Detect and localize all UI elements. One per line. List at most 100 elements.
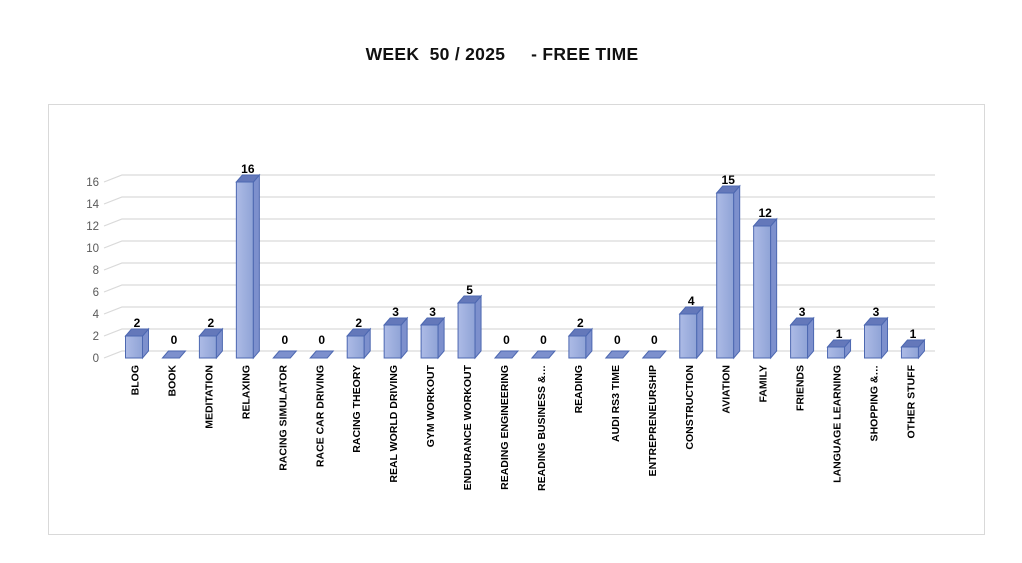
bar-other-stuff: 1 bbox=[900, 327, 926, 360]
bar-audi-rs3-time: 0 bbox=[604, 333, 630, 359]
bar-reading: 2 bbox=[567, 316, 593, 360]
bar-front-face bbox=[568, 335, 587, 359]
x-axis-category-label: AUDI RS3 TIME bbox=[610, 365, 622, 442]
y-axis-tick-label: 16 bbox=[86, 177, 99, 189]
x-axis-category-label: FAMILY bbox=[758, 365, 770, 403]
bar-value-label: 3 bbox=[392, 305, 399, 319]
x-axis-category-label: SHOPPING &… bbox=[869, 365, 881, 441]
bar-front-face bbox=[420, 324, 439, 359]
bar-value-label: 2 bbox=[355, 316, 362, 330]
x-axis-category-label: READING ENGINEERING bbox=[499, 365, 511, 490]
bar-value-label: 15 bbox=[722, 173, 736, 187]
bar-side-face bbox=[252, 173, 260, 360]
x-axis-category-label: ENTREPRENEURSHIP bbox=[647, 365, 659, 476]
bar-language-learning: 1 bbox=[826, 327, 852, 360]
bar-value-label: 16 bbox=[241, 162, 255, 176]
x-axis-category-label: LANGUAGE LEARNING bbox=[832, 365, 844, 483]
y-axis-tick-label: 10 bbox=[86, 243, 99, 255]
y-axis-tick-label: 8 bbox=[93, 265, 99, 277]
bar-front-face bbox=[235, 181, 254, 359]
bar-value-label: 1 bbox=[836, 327, 843, 341]
bar-racing-simulator: 0 bbox=[272, 333, 298, 359]
gridline-2 bbox=[103, 328, 935, 337]
bar-reading-engineering: 0 bbox=[493, 333, 520, 359]
bar-front-face bbox=[679, 313, 698, 359]
bar-construction: 4 bbox=[678, 294, 704, 360]
bar-zero-face bbox=[161, 350, 187, 359]
bar-zero-face bbox=[604, 350, 630, 359]
bar-value-label: 0 bbox=[503, 333, 510, 347]
bar-top-face bbox=[346, 328, 372, 337]
bar-top-face bbox=[235, 174, 261, 183]
bar-value-label: 5 bbox=[466, 283, 473, 297]
bar-value-label: 0 bbox=[171, 333, 178, 347]
bar-front-face bbox=[346, 335, 365, 359]
x-axis-category-label: ENDURANCE WORKOUT bbox=[462, 364, 474, 490]
bar-front-face bbox=[900, 346, 919, 359]
bar-family: 12 bbox=[752, 206, 778, 360]
bar-value-label: 0 bbox=[318, 333, 325, 347]
x-axis-category-label: RACING SIMULATOR bbox=[277, 365, 289, 471]
bar-zero-face bbox=[493, 350, 520, 359]
x-axis-category-label: MEDITATION bbox=[203, 365, 215, 429]
bar-value-label: 2 bbox=[208, 316, 215, 330]
bar-value-label: 2 bbox=[577, 316, 584, 330]
x-axis-category-label: BOOK bbox=[166, 365, 178, 397]
gridline-14 bbox=[103, 196, 935, 205]
bar-friends: 3 bbox=[789, 305, 815, 360]
gridline-16 bbox=[103, 174, 935, 183]
chart-title: WEEK 50 / 2025 - FREE TIME bbox=[365, 44, 639, 64]
bar-zero-face bbox=[309, 350, 335, 359]
bar-front-face bbox=[457, 302, 476, 359]
bar-relaxing: 16 bbox=[235, 162, 261, 360]
bar-real-world-driving: 3 bbox=[383, 305, 409, 360]
x-axis-category-label: OTHER STUFF bbox=[905, 364, 917, 438]
bar-side-face bbox=[770, 217, 778, 360]
bar-top-face bbox=[678, 306, 704, 315]
bar-top-face bbox=[863, 317, 889, 326]
bar-racing-theory: 2 bbox=[346, 316, 372, 360]
bar-value-label: 0 bbox=[651, 333, 658, 347]
bar-top-face bbox=[826, 339, 852, 348]
bar-value-label: 3 bbox=[799, 305, 806, 319]
bar-top-face bbox=[752, 218, 778, 227]
bar-side-face bbox=[474, 294, 482, 360]
x-axis-category-label: CONSTRUCTION bbox=[684, 365, 696, 450]
y-axis-tick-label: 0 bbox=[93, 353, 99, 365]
bar-race-car-driving: 0 bbox=[309, 333, 335, 359]
bar-front-face bbox=[383, 324, 402, 359]
x-axis-category-label: BLOG bbox=[130, 365, 142, 395]
x-axis-category-label: REAL WORLD DRIVING bbox=[388, 365, 400, 483]
x-axis-category-label: RACE CAR DRIVING bbox=[314, 365, 326, 467]
y-axis-tick-label: 4 bbox=[93, 309, 100, 321]
bar-front-face bbox=[753, 225, 772, 359]
bar-endurance-workout: 5 bbox=[456, 283, 483, 360]
gridline-10 bbox=[103, 240, 935, 249]
bar-top-face bbox=[900, 339, 926, 348]
x-axis-category-label: READING BUSINESS &… bbox=[536, 365, 548, 491]
bar-front-face bbox=[827, 346, 846, 359]
chart-area: 0 2 4 6 8 10 12 14 16 2 BLOG 0 BOOK 2 MEDITATION 16 RELA… bbox=[48, 104, 985, 535]
bar-top-face bbox=[124, 328, 150, 337]
bar-side-face bbox=[696, 305, 704, 360]
bar-value-label: 3 bbox=[873, 305, 880, 319]
bar-side-face bbox=[733, 184, 741, 360]
y-axis-tick-label: 12 bbox=[86, 221, 99, 233]
bar-shopping: 3 bbox=[863, 305, 889, 360]
bar-zero-face bbox=[272, 350, 298, 359]
y-axis-tick-label: 14 bbox=[86, 199, 99, 211]
bar-aviation: 15 bbox=[715, 173, 741, 360]
bar-value-label: 2 bbox=[134, 316, 141, 330]
bar-gym-workout: 3 bbox=[420, 305, 446, 360]
bar-top-face bbox=[198, 328, 224, 337]
bar-front-face bbox=[790, 324, 809, 359]
bar-value-label: 0 bbox=[281, 333, 288, 347]
bar-value-label: 1 bbox=[910, 327, 917, 341]
x-axis-category-label: FRIENDS bbox=[795, 365, 807, 411]
bar-chart-plot: 02468101214162BLOG0BOOK2MEDITATION16RELA… bbox=[86, 162, 935, 491]
bar-top-face bbox=[420, 317, 446, 326]
bar-value-label: 4 bbox=[688, 294, 695, 308]
gridline-4 bbox=[103, 306, 935, 315]
bar-top-face bbox=[567, 328, 593, 337]
